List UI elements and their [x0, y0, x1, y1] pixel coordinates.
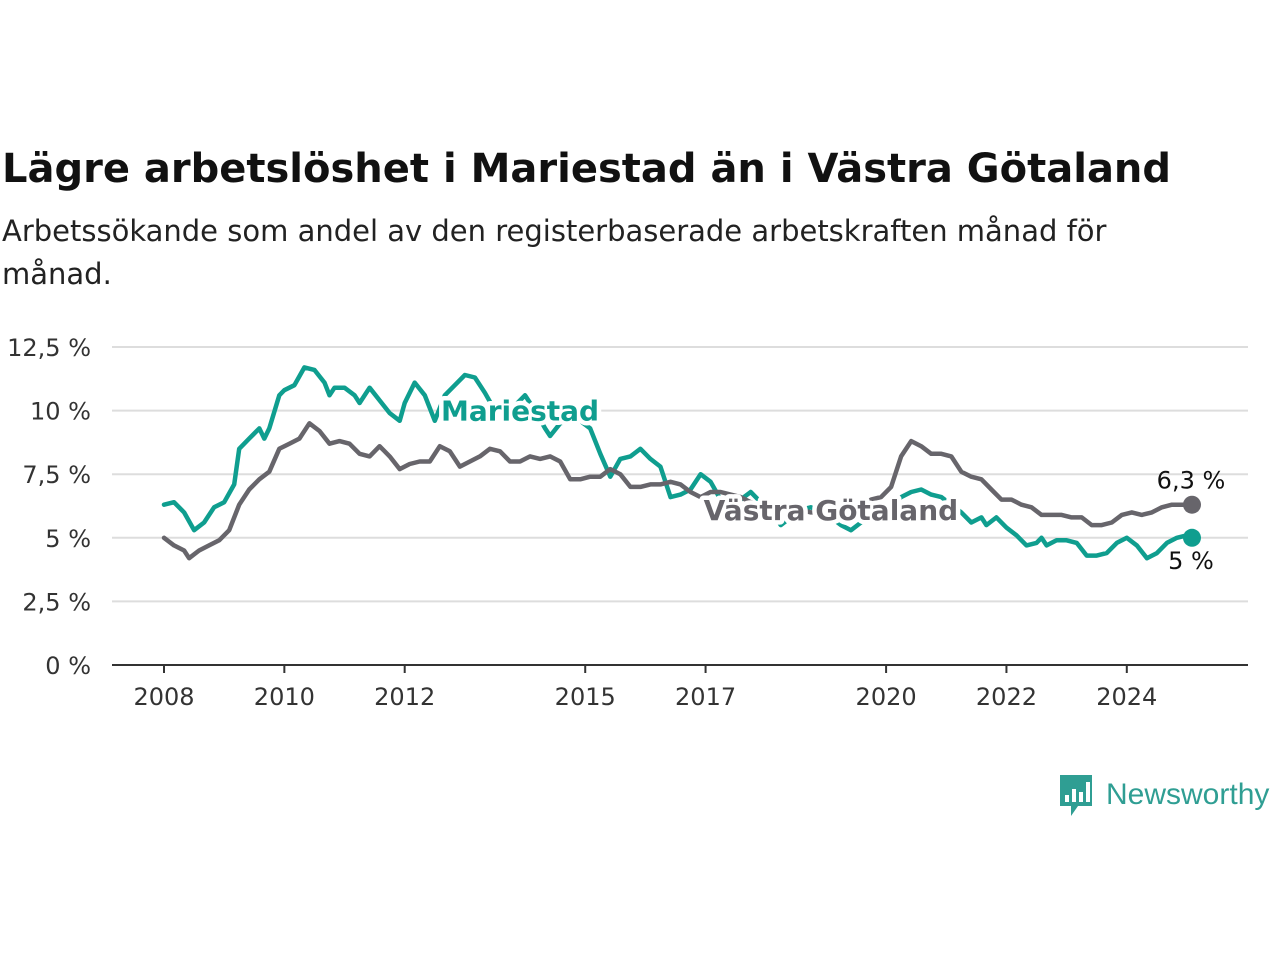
inline-label-mariestad: Mariestad	[441, 395, 599, 428]
grid-lines	[112, 346, 1248, 603]
x-tick-label: 2024	[1096, 683, 1157, 711]
x-tick-label: 2022	[976, 683, 1037, 711]
series-line-mariestad	[161, 365, 1195, 561]
newsworthy-logo-icon	[1060, 775, 1092, 816]
x-tick-label: 2008	[133, 683, 194, 711]
y-tick-label: 5 %	[45, 525, 91, 553]
inline-label-vastra-gotaland: Västra Götaland	[704, 494, 959, 527]
y-axis-ticks: 0 % 2,5 % 5 % 7,5 % 10 % 12,5 %	[7, 334, 91, 680]
y-tick-label: 10 %	[30, 398, 91, 426]
series-lines	[161, 365, 1201, 561]
line-chart: 0 %2,5 %5 %7,5 %10 %12,5 % 2008 2010 2012 2…	[7, 334, 1248, 711]
end-label-mariestad: 5 %	[1168, 547, 1214, 575]
chart-title: Lägre arbetslöshet i Mariestad än i Väst…	[2, 146, 1172, 192]
y-tick-label: 12,5 %	[7, 334, 91, 362]
y-tick-label: 2,5 %	[22, 588, 91, 616]
end-point-vastra-gotaland	[1182, 495, 1201, 514]
x-axis: 2008 2010 2012 2015 2017 2020 2022 2024	[112, 664, 1248, 711]
x-tick-label: 2020	[856, 683, 917, 711]
end-point-mariestad	[1182, 528, 1201, 547]
newsworthy-brand: Newsworthy	[1058, 772, 1269, 818]
x-tick-label: 2017	[675, 683, 736, 711]
x-tick-label: 2015	[555, 683, 616, 711]
y-tick-label: 0 %	[45, 652, 91, 680]
end-label-vastra-gotaland: 6,3 %	[1157, 467, 1226, 495]
x-tick-label: 2012	[374, 683, 435, 711]
y-tick-label: 7,5 %	[22, 461, 91, 489]
chart-subtitle: Arbetssökande som andel av den registerb…	[2, 214, 1107, 291]
brand-name: Newsworthy	[1106, 778, 1270, 811]
x-tick-label: 2010	[254, 683, 315, 711]
series-labels: 5 % 6,3 % Mariestad Västra Götaland	[436, 390, 1226, 575]
series-line-vastra-gotaland	[161, 421, 1195, 561]
